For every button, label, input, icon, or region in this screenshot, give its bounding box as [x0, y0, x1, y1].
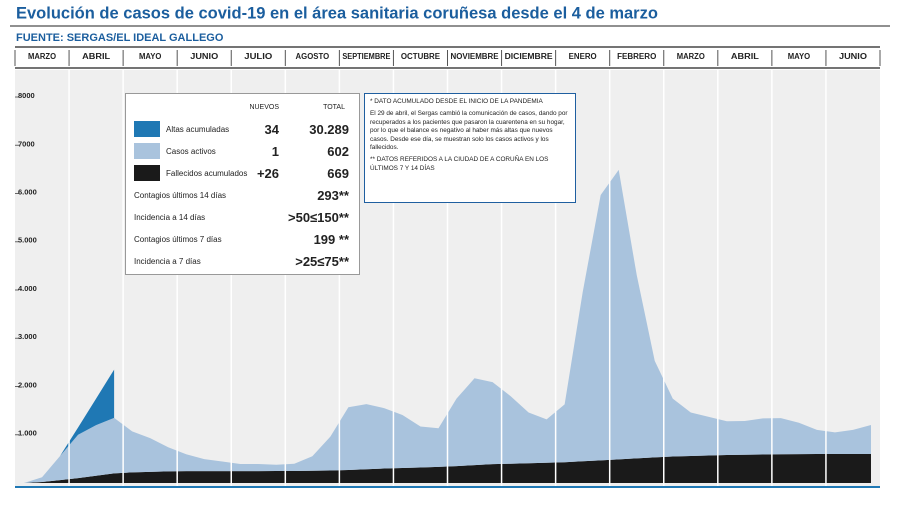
legend-swatch — [134, 121, 160, 137]
x-tick-label: OCTUBRE — [401, 52, 441, 61]
notes-box: * DATO ACUMULADO DESDE EL INICIO DE LA P… — [364, 93, 576, 203]
legend-label: Contagios últimos 14 días — [134, 191, 227, 200]
legend-total: >50≤150** — [288, 210, 349, 225]
x-tick-label: JUNIO — [190, 52, 218, 61]
legend-total: 199 ** — [313, 232, 349, 247]
legend-label: Incidencia a 14 días — [134, 213, 206, 222]
legend-label: Incidencia a 7 días — [134, 257, 201, 266]
legend-total: 602 — [327, 144, 349, 159]
note: El 29 de abril, el Sergas cambió la comu… — [370, 110, 568, 152]
y-tick-label: 3.000 — [18, 332, 37, 341]
legend-row: Incidencia a 14 días >50≤150** — [132, 207, 351, 227]
legend-label: Fallecidos acumulados — [166, 169, 248, 178]
x-tick-label: ABRIL — [731, 52, 759, 61]
legend: NUEVOS TOTAL Altas acumuladas 34 30.289 Cas… — [125, 93, 360, 275]
legend-new: +26 — [256, 166, 279, 181]
legend-item: Fallecidos acumulados +26 669 — [132, 163, 351, 183]
legend-row: Incidencia a 7 días >25≤75** — [132, 251, 351, 271]
x-tick-label: SEPTIEMBRE — [342, 52, 391, 61]
x-tick-label: AGOSTO — [296, 52, 330, 61]
y-tick-label: 6.000 — [18, 187, 37, 196]
legend-new: 34 — [264, 122, 279, 137]
note: * DATO ACUMULADO DESDE EL INICIO DE LA P… — [370, 98, 543, 105]
chart-subtitle: FUENTE: SERGAS/EL IDEAL GALLEGO — [16, 32, 224, 44]
y-tick-label: 8000 — [18, 91, 35, 100]
x-tick-label: FEBRERO — [617, 52, 656, 61]
y-tick-label: 4.000 — [18, 284, 37, 293]
x-tick-label: JULIO — [244, 52, 272, 61]
legend-item: Altas acumuladas 34 30.289 — [132, 119, 351, 139]
legend-total: 669 — [327, 166, 349, 181]
x-tick-label: ABRIL — [82, 52, 110, 61]
y-tick-label: 5.000 — [18, 236, 37, 245]
legend-total: 30.289 — [309, 122, 349, 137]
chart-title: Evolución de casos de covid-19 en el áre… — [16, 4, 658, 22]
legend-item: Casos activos 1 602 — [132, 141, 351, 161]
legend-header: NUEVOS — [249, 104, 279, 111]
y-tick-label: 2.000 — [18, 380, 37, 389]
legend-row: Contagios últimos 7 días 199 ** — [132, 229, 351, 249]
legend-swatch — [134, 165, 160, 181]
legend-total: 293** — [317, 188, 349, 203]
x-tick-label: MARZO — [28, 52, 56, 61]
x-tick-label: JUNIO — [839, 52, 867, 61]
legend-label: Casos activos — [166, 147, 216, 156]
legend-new: 1 — [271, 144, 279, 159]
x-tick-label: DICIEMBRE — [505, 52, 554, 61]
x-tick-label: MAYO — [788, 52, 810, 61]
x-tick-label: MAYO — [139, 52, 161, 61]
x-tick-label: MARZO — [677, 52, 705, 61]
legend-total: >25≤75** — [295, 254, 349, 269]
note: ** DATOS REFERIDOS A LA CIUDAD DE A CORU… — [370, 156, 549, 172]
y-tick-label: 1.000 — [18, 429, 37, 438]
legend-label: Altas acumuladas — [166, 125, 230, 134]
y-tick-label: 7000 — [18, 139, 35, 148]
area — [60, 369, 115, 456]
legend-row: Contagios últimos 14 días 293** — [132, 185, 351, 205]
legend-swatch — [134, 143, 160, 159]
legend-header: TOTAL — [323, 104, 345, 111]
legend-label: Contagios últimos 7 días — [134, 235, 222, 244]
area — [24, 169, 871, 483]
x-tick-label: ENERO — [569, 52, 597, 61]
x-tick-label: NOVIEMBRE — [451, 52, 500, 61]
